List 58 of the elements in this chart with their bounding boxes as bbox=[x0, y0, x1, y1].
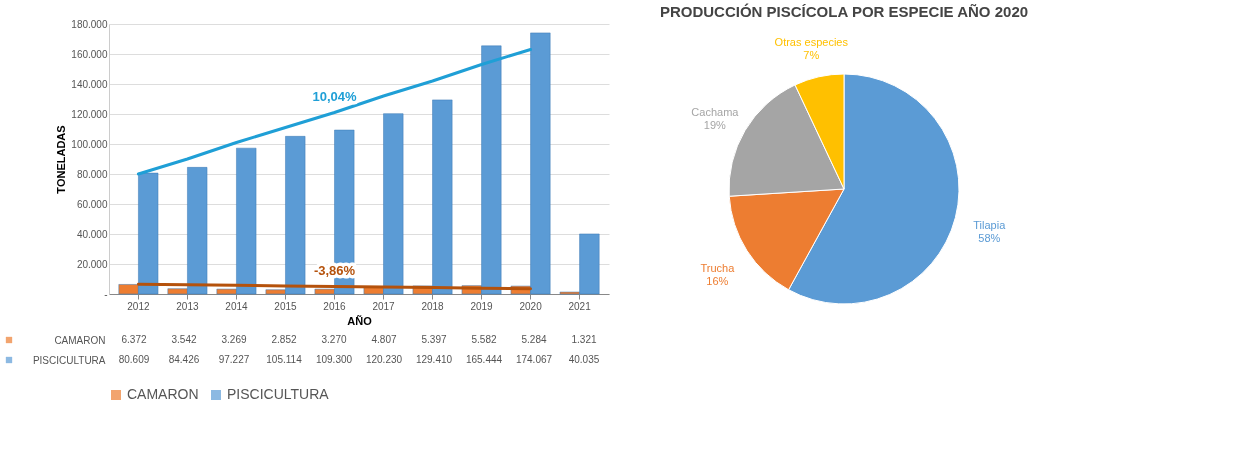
y-tick-label: 80.000 bbox=[76, 168, 108, 180]
y-axis-title: TONELADAS bbox=[55, 125, 68, 194]
chart-title: PRODUCCIÓN PISCÍCOLA POR ESPECIE AÑO 2020 bbox=[659, 3, 1029, 20]
data-label: 3.542 bbox=[171, 334, 197, 345]
x-tick-label: 2018 bbox=[421, 300, 445, 312]
data-label: 5.284 bbox=[521, 334, 547, 345]
y-tick-label: - bbox=[104, 288, 108, 300]
data-label: 129.410 bbox=[415, 354, 453, 365]
y-tick-label: 40.000 bbox=[76, 228, 108, 240]
x-tick-label: 2020 bbox=[519, 300, 543, 312]
y-tick-label: 120.000 bbox=[71, 108, 108, 120]
data-label: 2.852 bbox=[271, 334, 297, 345]
text: PISCICULTURA bbox=[227, 386, 329, 402]
data-label: 19% bbox=[703, 118, 727, 131]
data-label: 3.269 bbox=[221, 334, 247, 345]
data-label: 80.609 bbox=[118, 354, 150, 365]
y-tick-label: 20.000 bbox=[76, 258, 108, 270]
legend-label: CAMARON bbox=[127, 386, 199, 402]
y-tick-label: 60.000 bbox=[76, 198, 108, 210]
data-label: 3.270 bbox=[321, 334, 347, 345]
y-tick-label: 100.000 bbox=[71, 138, 108, 150]
x-tick-label: 2014 bbox=[225, 300, 249, 312]
data-label: 1.321 bbox=[571, 334, 597, 345]
data-label: 7% bbox=[803, 48, 820, 61]
x-tick-label: 2019 bbox=[470, 300, 494, 312]
data-label: 105.114 bbox=[266, 354, 303, 365]
x-tick-label: 2012 bbox=[127, 300, 150, 312]
x-tick-label: 2016 bbox=[323, 300, 347, 312]
text: CAMARON bbox=[54, 334, 106, 346]
slice-label: Otras especies bbox=[774, 35, 849, 48]
x-tick-label: 2017 bbox=[372, 300, 396, 312]
data-label: 5.582 bbox=[471, 334, 497, 345]
data-label: 16% bbox=[706, 275, 729, 288]
data-label: 120.230 bbox=[365, 354, 403, 365]
y-tick-label: 160.000 bbox=[71, 48, 108, 60]
data-label: 165.444 bbox=[465, 354, 503, 365]
data-label: 40.035 bbox=[568, 354, 600, 365]
x-tick-label: 2021 bbox=[568, 300, 592, 312]
data-label: 174.067 bbox=[515, 354, 553, 365]
x-axis-title: AÑO bbox=[347, 314, 373, 327]
line-series bbox=[136, 48, 533, 176]
data-label: 58% bbox=[978, 232, 1001, 245]
data-label: 4.807 bbox=[371, 334, 397, 345]
series-label: -3,86% bbox=[313, 262, 356, 278]
y-tick-label: 180.000 bbox=[71, 18, 108, 30]
slice-label: Tilapia bbox=[973, 219, 1007, 232]
data-label: 6.372 bbox=[121, 334, 147, 345]
slice-label: Cachama bbox=[691, 105, 740, 118]
y-tick-label: 140.000 bbox=[71, 78, 108, 90]
slice-label: Trucha bbox=[700, 262, 736, 275]
data-label: 84.426 bbox=[168, 354, 200, 365]
data-label: 109.300 bbox=[315, 354, 353, 365]
data-label: 97.227 bbox=[218, 354, 250, 365]
x-tick-label: 2015 bbox=[274, 300, 298, 312]
series-label: 10,04% bbox=[312, 88, 357, 104]
x-tick-label: 2013 bbox=[176, 300, 199, 312]
legend-label: PISCICULTURA bbox=[32, 354, 106, 366]
data-label: 5.397 bbox=[421, 334, 447, 345]
